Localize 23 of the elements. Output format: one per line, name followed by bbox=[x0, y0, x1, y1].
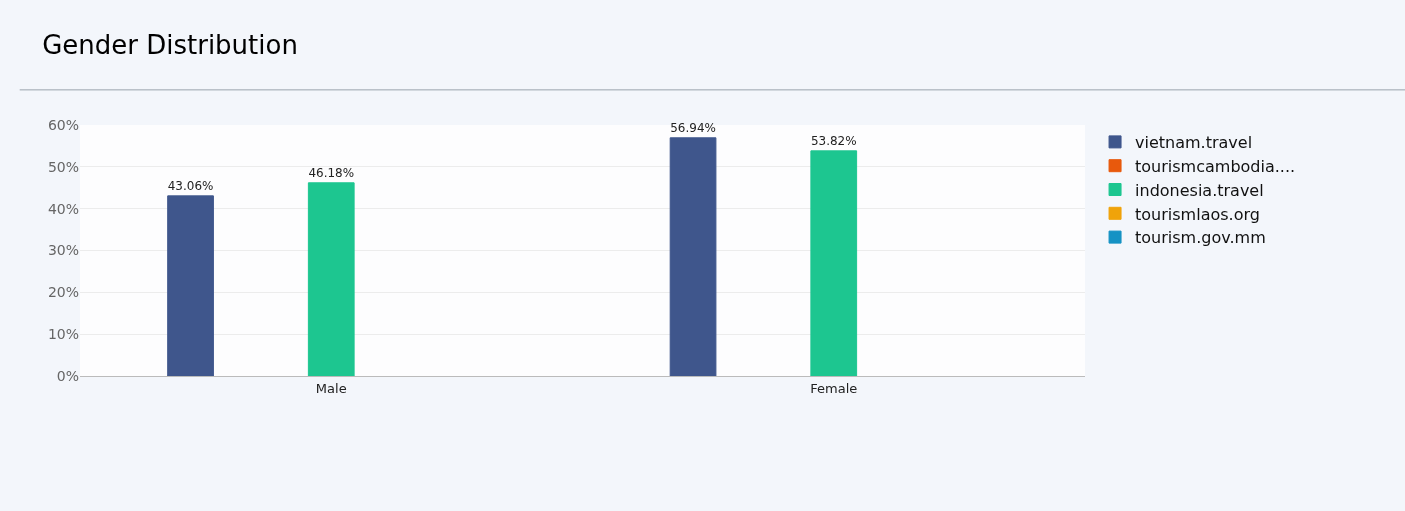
legend-label: tourismcambodia.... bbox=[1135, 156, 1296, 176]
y-tick-label: 0% bbox=[56, 367, 79, 384]
y-tick-label: 60% bbox=[47, 116, 79, 133]
legend-label: indonesia.travel bbox=[1135, 180, 1264, 200]
bar bbox=[810, 150, 858, 376]
data-label: 53.82% bbox=[810, 134, 857, 149]
x-tick-label: Female bbox=[810, 380, 858, 396]
legend-label: tourism.gov.mm bbox=[1135, 228, 1266, 248]
bar bbox=[167, 195, 214, 376]
data-label: 46.18% bbox=[308, 166, 355, 181]
legend-label: vietnam.travel bbox=[1135, 133, 1253, 153]
y-tick-label: 10% bbox=[47, 326, 79, 343]
legend-label: tourismlaos.org bbox=[1135, 204, 1260, 224]
y-tick-label: 50% bbox=[47, 158, 79, 175]
data-label: 56.94% bbox=[670, 121, 716, 136]
bar bbox=[307, 182, 355, 376]
chart-title: Gender Distribution bbox=[42, 29, 298, 60]
x-tick-label: Male bbox=[315, 380, 347, 396]
y-tick-label: 40% bbox=[47, 200, 79, 217]
y-tick-label: 20% bbox=[47, 284, 79, 301]
y-tick-label: 30% bbox=[47, 242, 79, 259]
data-label: 43.06% bbox=[167, 179, 214, 194]
bar bbox=[669, 137, 717, 376]
